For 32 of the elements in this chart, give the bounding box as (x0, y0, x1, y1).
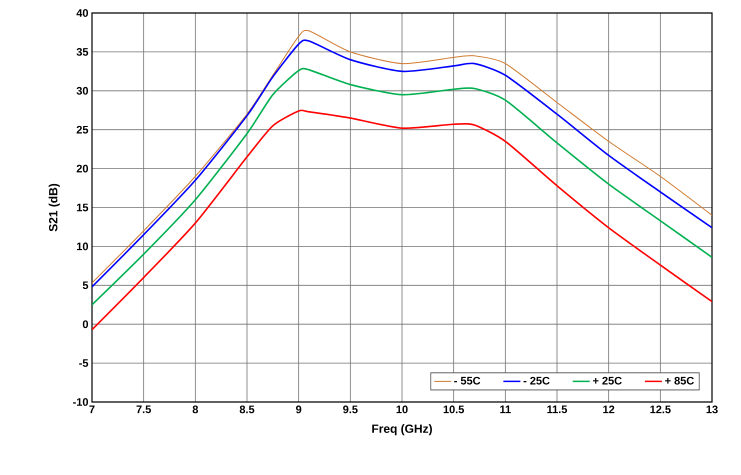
x-tick-label: 12 (603, 406, 614, 414)
x-tick-label: 7.5 (136, 406, 151, 414)
x-tick-label: 10 (396, 406, 408, 414)
y-tick-label: 30 (76, 86, 88, 95)
legend-label: - 25C (524, 376, 550, 385)
y-tick-label: 10 (76, 242, 88, 250)
y-tick-label: 0 (82, 320, 88, 328)
x-tick-label: 9.5 (343, 406, 358, 414)
x-tick-label: 9 (296, 406, 302, 414)
y-tick-label: 35 (76, 48, 88, 56)
y-tick-label: 40 (76, 9, 88, 17)
y-tick-label: 25 (76, 126, 88, 134)
y-axis-title: S21 (dB) (48, 184, 60, 232)
x-axis-title: Freq (GHz) (372, 424, 432, 436)
legend-label: + 25C (592, 376, 622, 385)
legend-label: - 55C (454, 376, 480, 385)
y-tick-label: 5 (82, 281, 88, 290)
x-tick-label: 11.5 (547, 406, 568, 414)
y-tick-label: 20 (76, 164, 88, 172)
x-tick-label: 10.5 (444, 406, 464, 414)
x-tick-label: 8.5 (240, 406, 254, 414)
x-tick-label: 13 (706, 406, 718, 414)
y-tick-label: 15 (76, 204, 88, 212)
x-tick-label: 8 (192, 406, 198, 414)
x-tick-label: 7 (89, 406, 95, 414)
line-series (92, 110, 712, 330)
y-tick-label: -5 (79, 359, 88, 367)
legend-label: + 85C (665, 376, 694, 385)
x-tick-label: 12.5 (650, 406, 671, 414)
x-tick-label: 11 (500, 406, 511, 414)
line-series (92, 68, 712, 306)
y-tick-label: -10 (73, 398, 88, 406)
